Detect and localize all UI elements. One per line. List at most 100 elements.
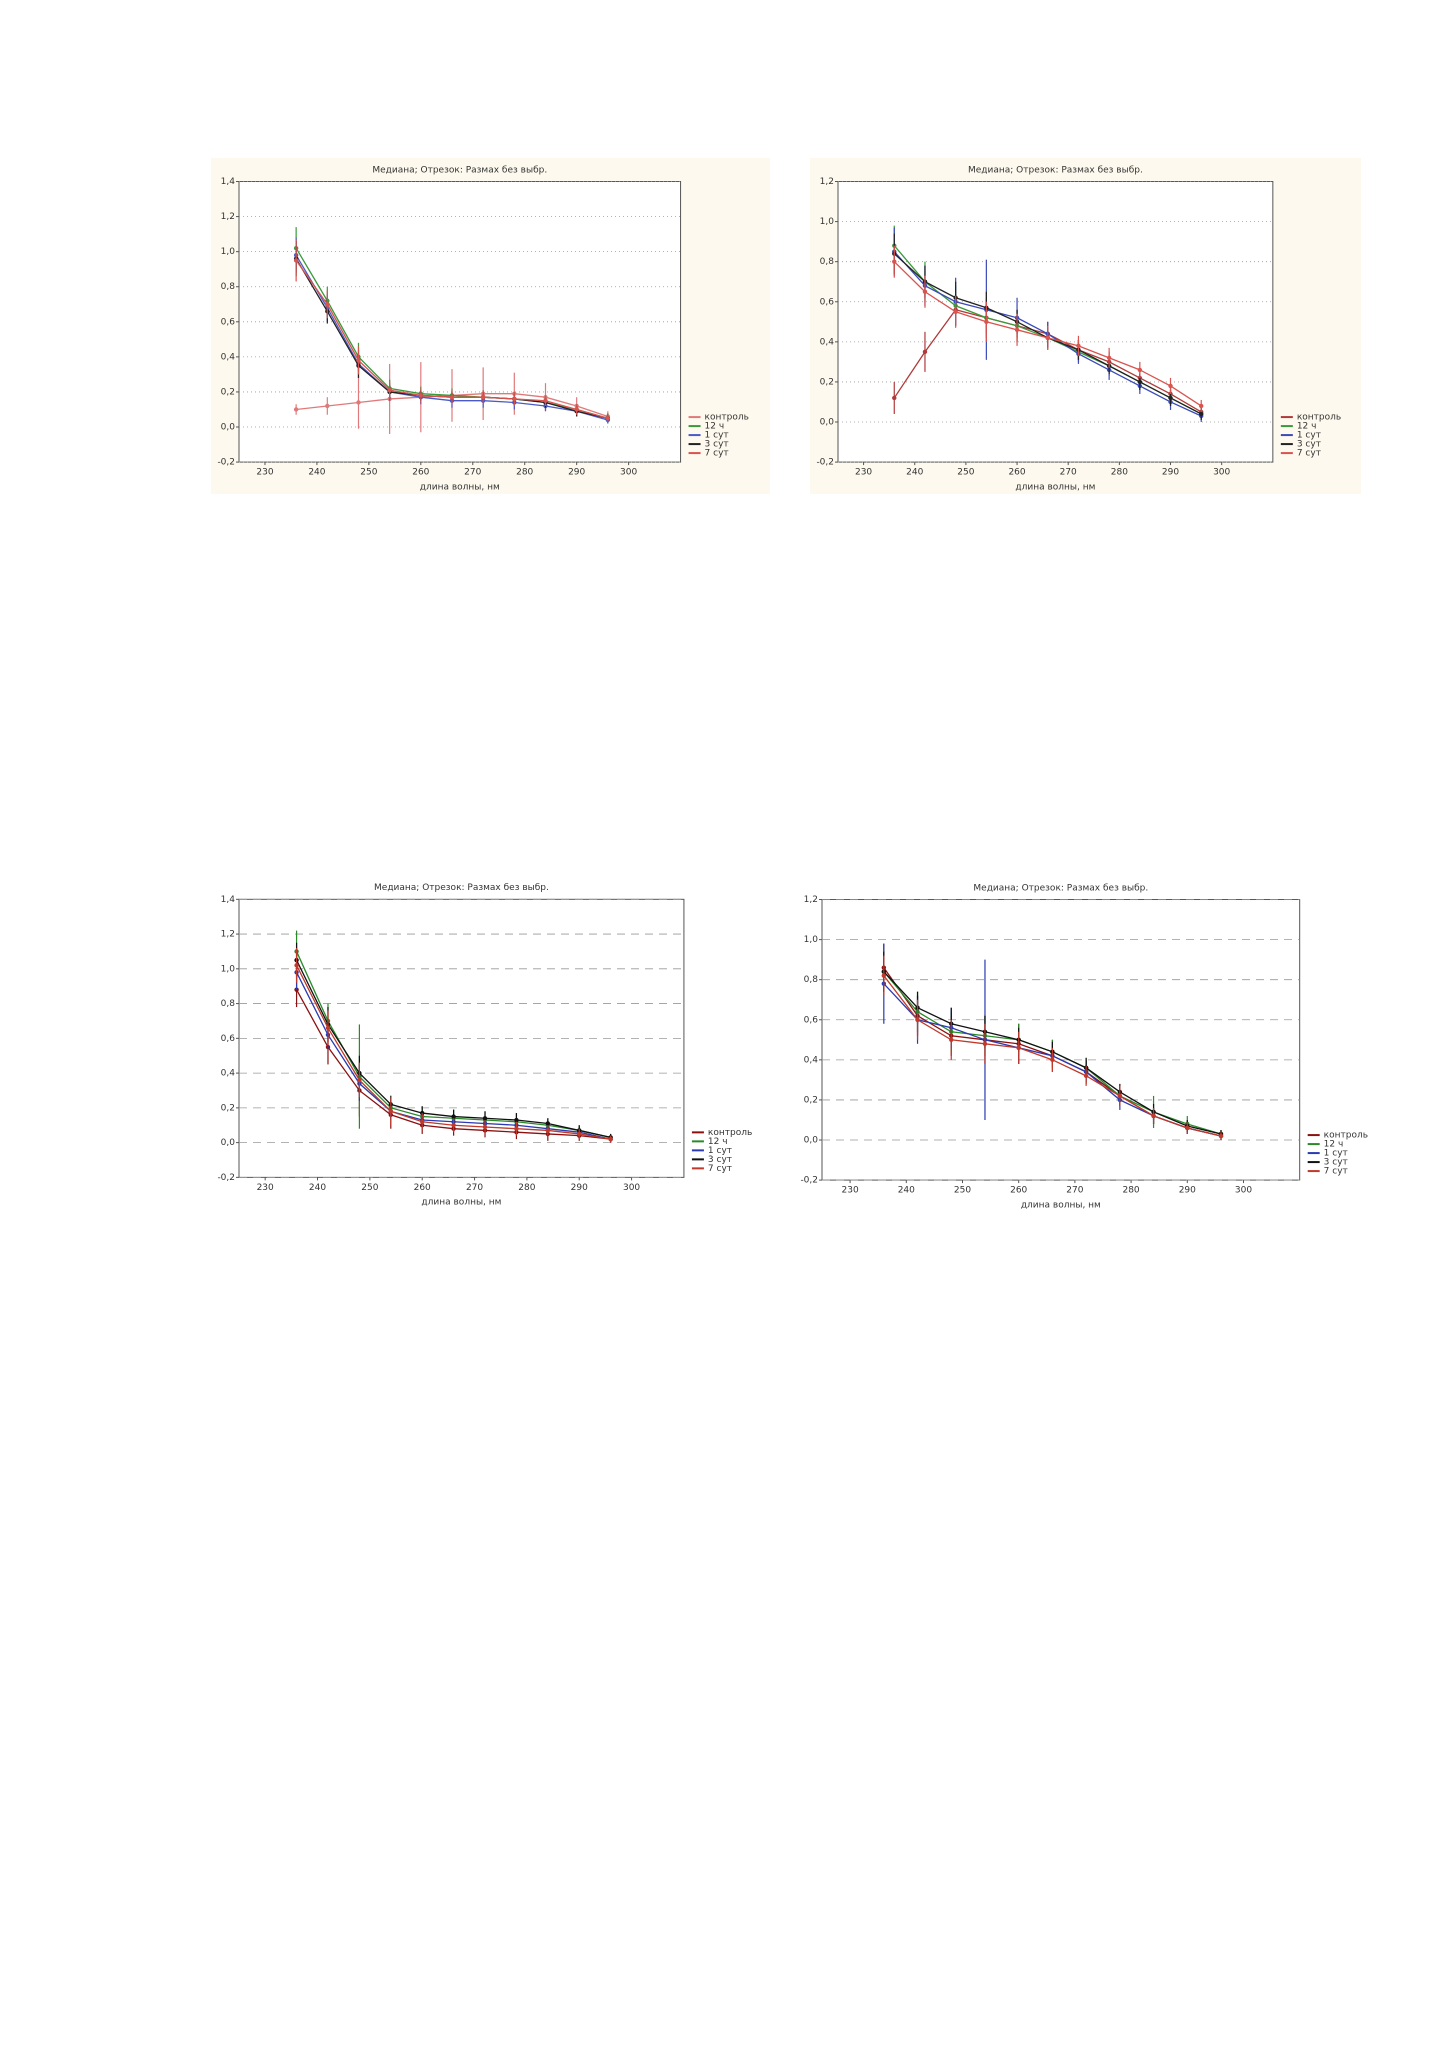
y-tick-label: 0,8 [221, 999, 236, 1009]
data-point [982, 1041, 988, 1047]
data-point [449, 395, 455, 400]
x-tick-label: 280 [516, 468, 533, 478]
data-point [953, 309, 958, 314]
legend-label: 7 сут [1297, 449, 1321, 459]
data-point [512, 396, 517, 402]
x-tick-label: 290 [1179, 1186, 1196, 1196]
data-point [1076, 343, 1081, 349]
data-point [356, 358, 361, 363]
data-point [1199, 411, 1204, 417]
chart: Медиана; Отрезок: Размах без выбр. длина … [810, 158, 1361, 494]
data-point [451, 1114, 456, 1119]
y-tick-label: 0,2 [221, 387, 235, 397]
data-point [949, 1037, 954, 1042]
data-point [294, 963, 299, 968]
y-tick-label: 0,8 [804, 975, 819, 985]
data-point [545, 1128, 551, 1133]
data-point [1151, 1113, 1156, 1119]
y-tick-label: 1,0 [221, 247, 236, 257]
data-point [608, 1136, 613, 1142]
x-tick-label: 240 [906, 468, 923, 478]
data-point [387, 387, 392, 393]
data-point [325, 1025, 331, 1031]
y-tick-label: 1,0 [820, 217, 835, 227]
x-tick-label: 270 [1066, 1186, 1083, 1196]
data-point [915, 1017, 920, 1022]
y-tick-label: 1,2 [221, 212, 235, 222]
data-point [325, 302, 330, 307]
y-tick-label: 0,6 [221, 317, 236, 327]
chart: Медиана; Отрезок: Размах без выбр. длина … [794, 876, 1396, 1212]
x-tick-label: 250 [954, 1186, 971, 1196]
y-tick-label: -0,2 [800, 1176, 818, 1186]
y-tick-label: 0,2 [804, 1095, 818, 1105]
data-point [1117, 1093, 1123, 1099]
chart-title: Медиана; Отрезок: Размах без выбр. [374, 883, 549, 893]
y-tick-label: -0,2 [217, 1173, 235, 1183]
x-tick-label: 230 [842, 1186, 859, 1196]
data-point [1106, 355, 1112, 361]
x-tick-label: 240 [898, 1186, 915, 1196]
chart: Медиана; Отрезок: Размах без выбр. длина … [211, 876, 774, 1209]
data-point [357, 1077, 362, 1083]
data-point [1014, 327, 1020, 333]
legend-label: 1 сут [1297, 431, 1321, 441]
x-tick-label: 240 [308, 468, 325, 478]
data-point [356, 400, 361, 405]
x-tick-label: 250 [361, 1183, 378, 1193]
y-tick-label: 0,0 [221, 1138, 236, 1148]
data-point [325, 403, 330, 409]
data-point [1137, 367, 1143, 373]
legend-label: 1 сут [1324, 1149, 1348, 1159]
x-axis-label: длина волны, нм [1015, 483, 1095, 493]
data-point [418, 393, 424, 398]
plot-area [837, 181, 1274, 463]
y-tick-label: 0,4 [221, 1069, 236, 1079]
y-tick-label: 0,4 [820, 337, 835, 347]
x-axis-label: длина волны, нм [420, 483, 500, 493]
legend-label: 3 сут [1297, 440, 1321, 450]
x-tick-label: 300 [623, 1183, 640, 1193]
y-tick-label: 1,2 [820, 177, 834, 187]
x-axis-label: длина волны, нм [1021, 1201, 1101, 1211]
data-point [451, 1123, 456, 1128]
y-tick-label: 1,4 [221, 895, 236, 905]
legend-label: 1 сут [705, 431, 729, 441]
y-tick-label: 0,4 [804, 1055, 819, 1065]
x-tick-label: 250 [957, 468, 974, 478]
x-tick-label: 290 [1162, 468, 1179, 478]
data-point [1137, 379, 1143, 385]
chart-title: Медиана; Отрезок: Размах без выбр. [973, 883, 1148, 893]
legend-label: 1 сут [708, 1146, 732, 1156]
data-point [482, 1116, 488, 1121]
x-tick-label: 260 [1010, 1186, 1027, 1196]
y-tick-label: 1,0 [221, 964, 236, 974]
x-tick-label: 300 [620, 468, 637, 478]
x-tick-label: 270 [464, 468, 481, 478]
legend-label: контроль [1324, 1131, 1368, 1141]
data-point [543, 398, 548, 403]
x-tick-label: 260 [1008, 468, 1025, 478]
x-tick-label: 290 [571, 1183, 588, 1193]
y-tick-label: 1,2 [804, 895, 818, 905]
x-tick-label: 260 [412, 468, 429, 478]
x-tick-label: 240 [309, 1183, 326, 1193]
data-point [1083, 1073, 1089, 1079]
legend-label: 7 сут [1324, 1167, 1348, 1177]
y-tick-label: 0,8 [221, 282, 236, 292]
legend-label: 3 сут [708, 1155, 732, 1165]
data-point [1050, 1057, 1055, 1063]
data-point [881, 973, 887, 978]
legend-label: 7 сут [708, 1164, 732, 1174]
y-tick-label: 0,0 [820, 418, 835, 428]
data-point [514, 1126, 519, 1131]
data-point [892, 395, 897, 401]
y-tick-label: -0,2 [816, 458, 834, 468]
x-tick-label: 270 [466, 1183, 483, 1193]
data-point [545, 1121, 551, 1126]
data-point [293, 407, 299, 412]
data-point [1168, 383, 1173, 389]
data-point [922, 349, 928, 355]
legend-label: контроль [1297, 413, 1341, 423]
data-point [420, 1119, 425, 1124]
